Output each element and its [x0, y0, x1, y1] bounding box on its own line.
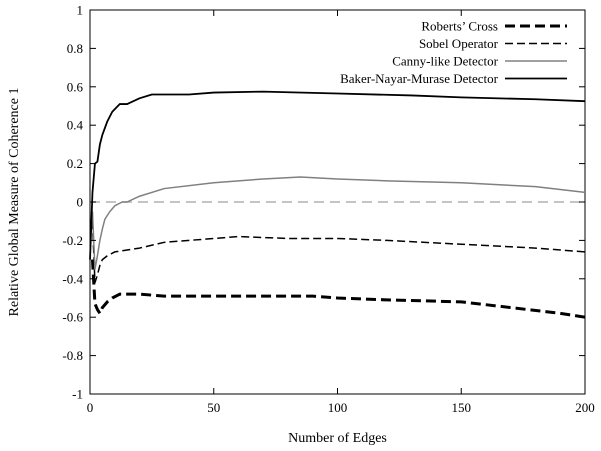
series-line-baker-nayar-murase-detector: [89, 90, 586, 260]
x-tick-label: 0: [87, 400, 94, 415]
series-lines: [89, 90, 586, 319]
legend-label: Roberts’ Cross: [421, 19, 498, 34]
series-line-canny-like-detector: [91, 176, 586, 270]
y-tick-label: 1: [77, 3, 84, 18]
x-tick-label: 50: [207, 400, 220, 415]
y-tick-label: 0: [77, 195, 84, 210]
legend: Roberts’ Cross Sobel Operator Canny-like D…: [340, 19, 567, 86]
y-tick-label: -1: [72, 387, 83, 402]
y-tick-label: -0.2: [62, 233, 83, 248]
y-tick-label: -0.6: [62, 310, 83, 325]
y-tick-label: 0.8: [67, 41, 83, 56]
x-axis-ticks: 0 50 100 150 200: [87, 10, 595, 415]
legend-label: Canny-like Detector: [392, 54, 498, 69]
x-tick-label: 100: [328, 400, 348, 415]
legend-label: Baker-Nayar-Murase Detector: [340, 71, 499, 86]
x-tick-label: 150: [452, 400, 472, 415]
y-tick-label: -0.8: [62, 348, 83, 363]
series-line-roberts-cross: [90, 259, 586, 319]
series-line-sobel-operator: [91, 221, 586, 284]
y-axis-label: Relative Global Measure of Coherence 1: [7, 88, 22, 317]
y-tick-label: 0.4: [67, 118, 84, 133]
y-tick-label: 0.6: [67, 79, 84, 94]
y-tick-label: 0.2: [67, 156, 83, 171]
legend-label: Sobel Operator: [419, 36, 499, 51]
x-tick-label: 200: [575, 400, 595, 415]
y-axis-ticks: -1 -0.8 -0.6 -0.4 -0.2 0 0.2 0.4 0.6 0.8 1: [62, 3, 585, 402]
y-tick-label: -0.4: [62, 271, 83, 286]
x-axis-label: Number of Edges: [288, 431, 387, 446]
